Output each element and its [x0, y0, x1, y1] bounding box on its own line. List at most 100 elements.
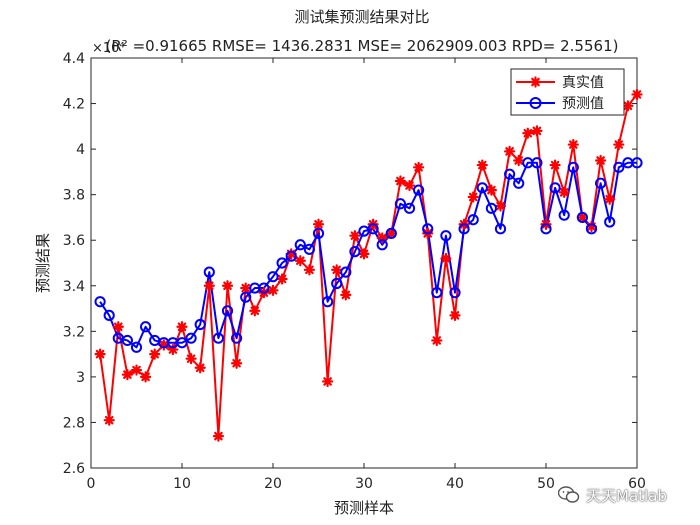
data-point-real [303, 264, 315, 276]
data-point-pred [449, 287, 461, 299]
data-point-real [176, 321, 188, 333]
data-point-pred [558, 209, 570, 221]
data-point-pred [121, 334, 134, 347]
data-point-pred [221, 305, 234, 317]
data-point-real [476, 159, 488, 171]
data-point-real [558, 186, 570, 198]
data-point-pred [185, 332, 197, 344]
data-point-real [485, 184, 497, 196]
y-tick-label: 2.8 [63, 415, 85, 431]
x-tick-label: 30 [355, 476, 373, 492]
data-point-real [576, 211, 589, 224]
data-point-pred [585, 223, 598, 235]
data-point-pred [231, 332, 243, 344]
x-tick-label: 40 [446, 476, 464, 492]
data-point-real [140, 371, 152, 383]
chart-title: 测试集预测结果对比 [294, 8, 429, 26]
data-point-real [312, 218, 325, 230]
series-line-real [99, 93, 638, 438]
data-point-pred [349, 246, 361, 258]
data-point-real [631, 88, 643, 101]
x-tick-label: 20 [264, 476, 282, 492]
data-point-real [149, 348, 161, 360]
data-point-pred [485, 202, 497, 214]
data-point-real [331, 264, 343, 276]
data-point-real [340, 289, 352, 301]
data-point-real [285, 248, 297, 260]
data-point-pred [294, 239, 306, 251]
x-axis: 0 10 20 30 40 50 60 [87, 58, 646, 492]
data-point-pred [203, 266, 215, 278]
y-tick-label: 3 [76, 370, 85, 386]
y-tick-label: 3.2 [63, 324, 85, 340]
y-tick-label: 3.8 [63, 188, 85, 204]
data-point-pred [567, 161, 579, 173]
data-point-pred [176, 337, 188, 349]
legend-asterisk-marker [529, 76, 542, 88]
data-point-pred [394, 198, 406, 210]
data-point-pred [631, 157, 643, 169]
data-point-pred [94, 296, 106, 308]
data-point-real [385, 227, 397, 239]
chart-subtitle: (R² =0.91665 RMSE= 1436.2831 MSE= 206290… [106, 37, 619, 55]
watermark: 天天Matlab [558, 482, 698, 508]
data-point-pred [613, 161, 625, 173]
data-point-pred [212, 332, 224, 344]
data-point-real [622, 100, 634, 112]
data-point-pred [604, 216, 616, 228]
data-point-pred [140, 321, 152, 333]
data-point-real [513, 154, 525, 167]
data-point-real [276, 273, 288, 285]
data-point-pred [322, 296, 334, 308]
legend-label-pred: 预测值 [562, 96, 604, 112]
data-point-pred [413, 184, 425, 196]
data-point-real [549, 159, 561, 171]
data-point-real [240, 282, 252, 294]
data-point-real [403, 179, 416, 192]
x-tick-label: 50 [537, 476, 555, 492]
data-point-real [221, 280, 234, 292]
data-point-real [413, 161, 425, 173]
x-tick-label: 10 [173, 476, 191, 492]
data-point-real [594, 154, 607, 167]
data-point-real [294, 255, 306, 267]
data-point-real [531, 125, 543, 137]
data-point-pred [504, 168, 516, 180]
data-point-real [203, 280, 215, 292]
legend-box [510, 68, 625, 116]
legend-marker-pred [529, 97, 542, 109]
data-point-real [358, 248, 370, 260]
legend-label-real: 真实值 [562, 75, 604, 91]
data-point-real [194, 362, 206, 374]
data-point-real [130, 364, 143, 376]
y-tick-label: 2.6 [63, 461, 85, 477]
y-tick-label: 4.4 [63, 51, 85, 67]
data-point-pred [303, 243, 315, 255]
data-point-pred [194, 318, 206, 331]
x-axis-label: 预测样本 [334, 499, 394, 517]
legend-marker-real [529, 76, 542, 88]
data-point-real [212, 430, 224, 442]
data-point-real [231, 357, 243, 369]
data-point-pred [385, 227, 397, 239]
y-exponent-label: ×10⁴ [92, 41, 125, 56]
y-tick-label: 3.6 [63, 233, 85, 249]
data-point-pred [494, 223, 507, 235]
data-point-real [449, 309, 461, 321]
data-point-pred [403, 202, 416, 214]
data-point-pred [467, 214, 479, 226]
data-point-pred [531, 157, 543, 169]
series-layer [94, 88, 643, 442]
y-axis: 2.6 2.8 3 3.2 3.4 3.6 3.8 4 4.2 4.4 [63, 51, 637, 477]
data-point-real [613, 138, 625, 151]
data-point-real [467, 191, 479, 203]
data-point-pred [458, 223, 470, 235]
data-point-real [249, 305, 261, 317]
data-point-real [121, 369, 133, 381]
data-point-real [504, 145, 516, 157]
watermark-text: 天天Matlab [586, 486, 667, 505]
data-point-real [322, 375, 334, 388]
data-point-pred [285, 250, 297, 262]
data-point-real [103, 414, 115, 426]
